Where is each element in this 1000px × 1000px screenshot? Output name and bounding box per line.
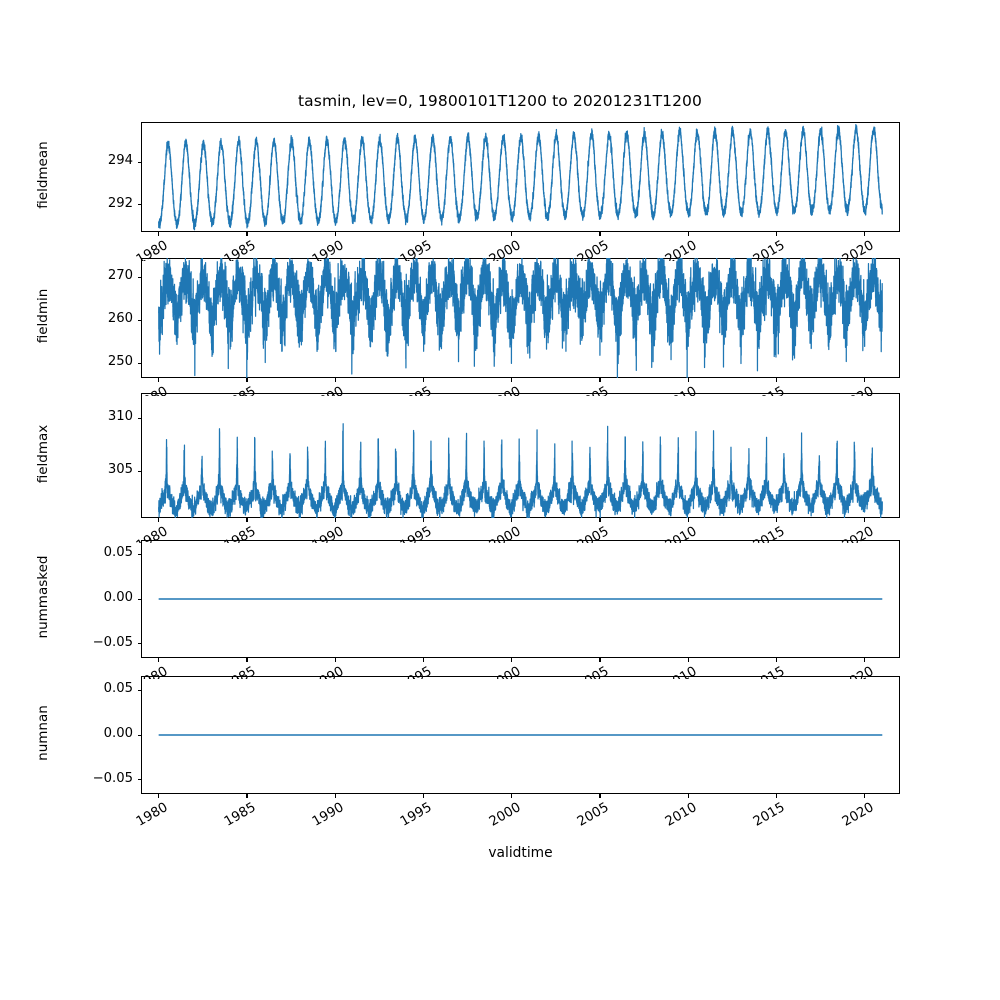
x-tick-mark	[334, 658, 336, 662]
y-tick-label-numnan: −0.05	[92, 770, 133, 786]
figure-title: tasmin, lev=0, 19800101T1200 to 20201231…	[298, 92, 702, 110]
x-tick-mark	[687, 232, 689, 236]
y-axis-label-numnan: numnan	[35, 705, 51, 761]
data-line-nummasked	[141, 540, 900, 658]
y-tick-mark	[137, 204, 141, 206]
x-tick-mark	[864, 518, 866, 522]
x-tick-mark	[246, 232, 248, 236]
y-tick-label-nummasked: 0.05	[103, 545, 133, 561]
x-tick-mark	[511, 794, 513, 798]
y-tick-label-fieldmin: 270	[107, 268, 133, 284]
x-tick-mark	[687, 518, 689, 522]
x-tick-mark	[422, 378, 424, 382]
x-tick-mark	[864, 794, 866, 798]
subplot-fieldmean	[141, 122, 900, 232]
x-axis-label: validtime	[488, 845, 553, 861]
x-tick-mark	[422, 658, 424, 662]
x-tick-mark	[775, 378, 778, 382]
y-tick-mark	[137, 470, 141, 472]
subplot-fieldmax	[141, 393, 900, 518]
x-tick-mark	[864, 658, 866, 662]
data-line-fieldmean	[141, 122, 900, 232]
x-tick-mark	[246, 658, 248, 662]
subplot-nummasked	[141, 540, 900, 658]
x-tick-mark	[511, 232, 513, 236]
y-tick-label-fieldmean: 294	[107, 153, 133, 169]
x-tick-mark	[246, 378, 248, 382]
x-tick-mark	[687, 378, 689, 382]
y-tick-mark	[137, 553, 141, 555]
x-tick-mark	[599, 518, 601, 522]
y-tick-mark	[137, 362, 141, 364]
x-tick-mark	[775, 232, 778, 236]
x-tick-mark	[246, 794, 248, 798]
y-tick-mark	[137, 161, 141, 163]
x-tick-mark	[864, 232, 866, 236]
y-tick-label-fieldmax: 310	[107, 409, 133, 425]
x-tick-mark	[599, 794, 601, 798]
y-tick-label-fieldmean: 292	[107, 195, 133, 211]
x-tick-mark	[246, 518, 248, 522]
y-tick-mark	[137, 779, 141, 781]
subplot-fieldmin	[141, 258, 900, 378]
y-tick-mark	[137, 643, 141, 645]
x-tick-mark	[422, 518, 424, 522]
x-tick-mark	[334, 232, 336, 236]
y-tick-label-fieldmin: 260	[107, 311, 133, 327]
y-tick-label-nummasked: 0.00	[103, 590, 133, 605]
data-line-fieldmax	[141, 393, 900, 518]
y-tick-label-fieldmax: 305	[107, 462, 133, 478]
x-tick-mark	[775, 794, 778, 798]
x-tick-mark	[599, 232, 601, 236]
y-tick-label-numnan: 0.05	[103, 681, 133, 697]
x-tick-mark	[334, 518, 336, 522]
x-tick-mark	[687, 658, 689, 662]
data-line-numnan	[141, 676, 900, 794]
y-tick-mark	[137, 689, 141, 691]
y-tick-label-nummasked: −0.05	[92, 634, 133, 650]
data-line-fieldmin	[141, 258, 900, 378]
x-tick-mark	[422, 794, 424, 798]
x-tick-mark	[422, 232, 424, 236]
x-tick-mark	[775, 518, 778, 522]
x-tick-mark	[158, 794, 160, 798]
y-tick-label-numnan: 0.00	[103, 726, 133, 741]
x-tick-mark	[158, 232, 160, 236]
x-tick-mark	[511, 378, 513, 382]
y-tick-label-fieldmin: 250	[107, 354, 133, 369]
x-tick-mark	[158, 378, 160, 382]
x-tick-mark	[334, 378, 336, 382]
x-tick-mark	[599, 378, 601, 382]
x-tick-mark	[511, 658, 513, 662]
y-tick-mark	[137, 319, 141, 321]
x-tick-mark	[334, 794, 336, 798]
x-tick-mark	[158, 658, 160, 662]
x-tick-mark	[599, 658, 601, 662]
subplot-numnan	[141, 676, 900, 794]
x-tick-mark	[158, 518, 160, 522]
y-tick-mark	[137, 734, 141, 736]
y-tick-mark	[137, 598, 141, 600]
x-tick-mark	[511, 518, 513, 522]
y-tick-mark	[137, 276, 141, 278]
x-tick-mark	[864, 378, 866, 382]
x-tick-mark	[775, 658, 778, 662]
y-tick-mark	[137, 417, 141, 420]
x-tick-mark	[687, 794, 689, 798]
